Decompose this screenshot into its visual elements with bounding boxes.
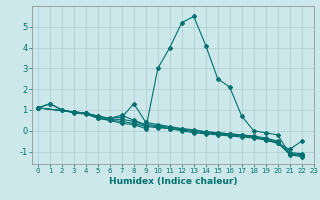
X-axis label: Humidex (Indice chaleur): Humidex (Indice chaleur) xyxy=(108,177,237,186)
